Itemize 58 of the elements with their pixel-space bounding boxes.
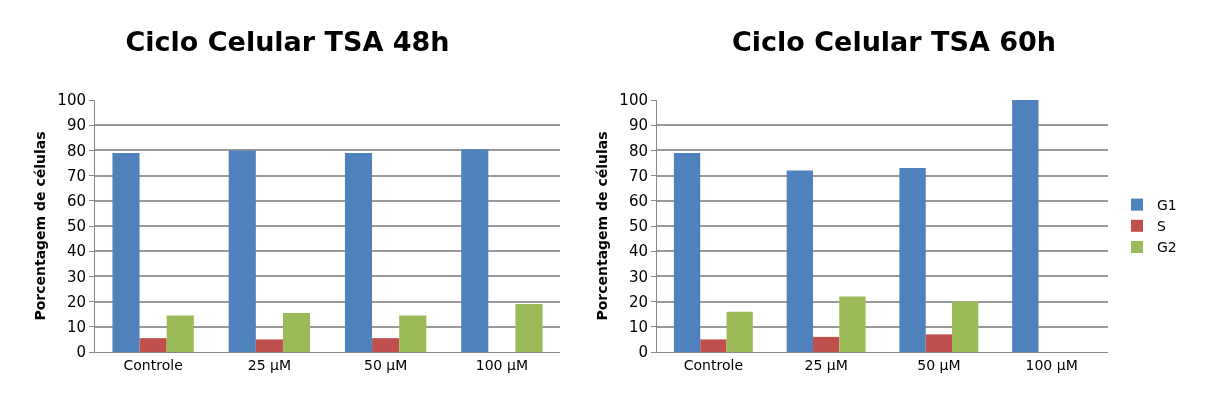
y-tick-label: 30 — [628, 267, 648, 286]
chart-title: Ciclo Celular TSA 48h — [125, 25, 450, 57]
bar — [899, 168, 926, 352]
bar — [673, 152, 701, 352]
y-tick-label: 60 — [66, 192, 86, 211]
chart-title: Ciclo Celular TSA 60h — [731, 25, 1057, 57]
y-tick-label: 0 — [638, 343, 648, 362]
bar — [515, 304, 543, 352]
y-tick-label: 20 — [66, 292, 86, 311]
x-tick-label: 100 µM — [1025, 356, 1078, 373]
bar — [399, 315, 427, 352]
bar — [952, 301, 979, 352]
y-tick-label: 50 — [628, 217, 648, 236]
y-tick-label: 0 — [76, 343, 86, 362]
bar — [726, 311, 753, 352]
x-tick-label: 25 µM — [247, 356, 292, 373]
x-tick-label: 50 µM — [917, 356, 961, 373]
y-tick-label: 70 — [66, 166, 86, 185]
bar — [166, 315, 194, 352]
x-tick-label: 50 µM — [364, 356, 408, 373]
y-tick-label: 60 — [628, 192, 648, 211]
bar — [700, 339, 727, 352]
bar — [372, 338, 400, 352]
x-tick-label: Controle — [683, 356, 743, 373]
y-tick-label: 10 — [66, 318, 86, 337]
y-tick-label: 80 — [66, 141, 86, 160]
legend-label: G2 — [1157, 239, 1177, 256]
y-tick-label: 50 — [66, 217, 86, 236]
y-tick-label: 70 — [628, 166, 648, 185]
legend-label: G1 — [1157, 197, 1177, 214]
y-tick-label: 30 — [66, 267, 86, 286]
y-tick-label: 40 — [66, 242, 86, 261]
x-tick-label: 100 µM — [475, 356, 528, 373]
y-tick-label: 90 — [628, 116, 648, 135]
bar — [1012, 100, 1039, 352]
y-tick-label: 100 — [619, 91, 648, 110]
bar — [812, 336, 840, 352]
legend-label: S — [1157, 218, 1167, 235]
bar — [925, 334, 953, 352]
y-axis-title: Porcentagem de células — [593, 131, 610, 321]
y-tick-label: 80 — [628, 141, 648, 160]
x-tick-label: Controle — [123, 356, 183, 373]
bar — [786, 170, 813, 352]
bar — [255, 339, 283, 352]
bar — [228, 150, 256, 352]
y-tick-label: 40 — [628, 242, 648, 261]
y-axis-title: Porcentagem de células — [31, 131, 48, 321]
bar — [344, 152, 373, 352]
x-tick-label: 25 µM — [804, 356, 848, 373]
y-tick-label: 20 — [628, 292, 648, 311]
y-tick-label: 90 — [66, 116, 86, 135]
y-tick-label: 10 — [628, 318, 648, 337]
bar — [112, 152, 140, 352]
bar — [461, 149, 489, 352]
y-tick-label: 100 — [57, 91, 86, 110]
bar — [282, 312, 311, 352]
bar — [839, 296, 866, 352]
bar — [139, 338, 167, 352]
